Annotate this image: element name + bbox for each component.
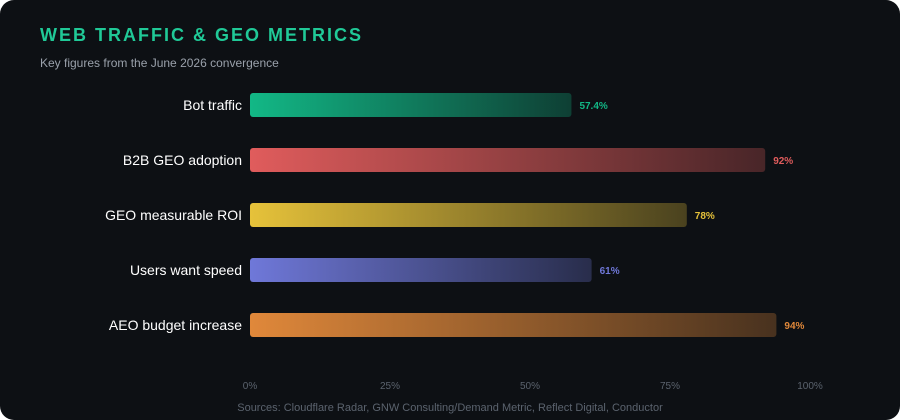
category-label: B2B GEO adoption [123, 152, 242, 168]
value-label: 92% [773, 156, 793, 167]
bar [250, 258, 592, 282]
bar [250, 203, 687, 227]
x-tick-label: 0% [243, 381, 258, 392]
category-label: GEO measurable ROI [105, 207, 242, 223]
x-tick-label: 75% [660, 381, 680, 392]
bar [250, 148, 766, 172]
value-label: 61% [600, 266, 620, 277]
chart-subtitle: Key figures from the June 2026 convergen… [40, 56, 279, 70]
sources-footnote: Sources: Cloudflare Radar, GNW Consultin… [237, 402, 663, 414]
x-tick-label: 50% [520, 381, 540, 392]
x-axis-ticks: 0% 25% 50% 75% 100% [243, 381, 823, 392]
category-label: Users want speed [130, 262, 242, 278]
value-label: 78% [695, 211, 715, 222]
value-label: 94% [784, 321, 804, 332]
category-label: Bot traffic [183, 97, 242, 113]
x-tick-label: 25% [380, 381, 400, 392]
bar [250, 93, 572, 117]
chart-title: WEB TRAFFIC & GEO METRICS [40, 25, 363, 45]
bar [250, 313, 777, 337]
x-tick-label: 100% [797, 381, 823, 392]
category-label: AEO budget increase [109, 317, 242, 333]
bars-layer: Bot traffic 57.4% B2B GEO adoption 92% GEO m… [105, 93, 805, 337]
value-label: 57.4% [579, 101, 607, 112]
